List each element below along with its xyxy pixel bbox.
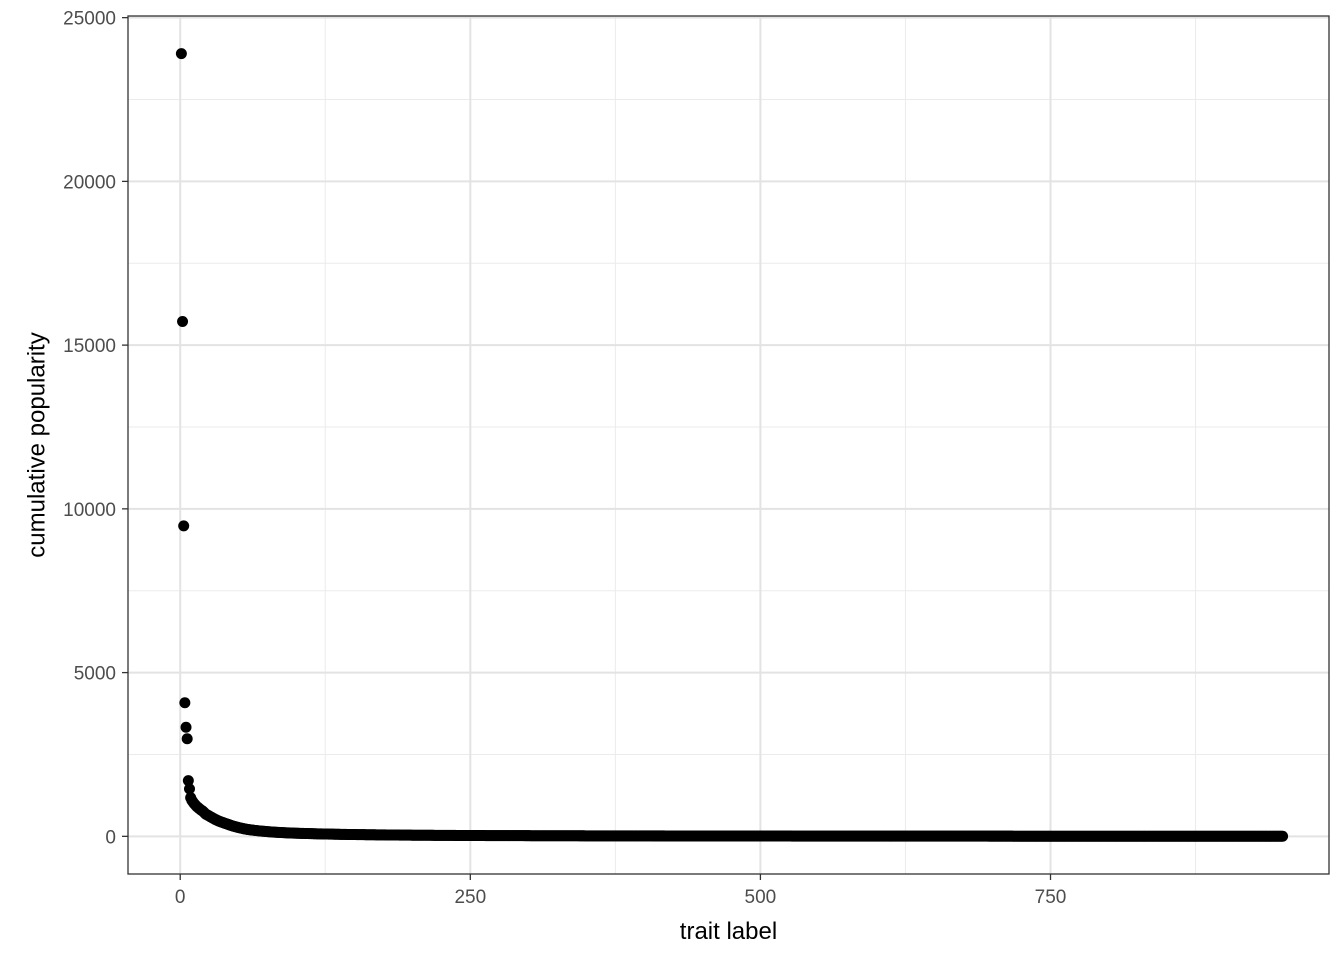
data-point xyxy=(179,697,191,709)
y-tick-label: 10000 xyxy=(63,500,116,521)
y-tick-label: 25000 xyxy=(63,9,116,30)
x-axis: 0 250 500 750 xyxy=(175,874,1066,908)
y-axis: 0 5000 10000 15000 20000 25000 xyxy=(63,9,128,848)
data-point xyxy=(181,733,193,745)
panel-border xyxy=(127,15,1330,875)
data-point xyxy=(175,48,187,60)
x-tick-label: 0 xyxy=(175,887,186,908)
y-tick-label: 0 xyxy=(105,827,116,848)
data-point xyxy=(1277,830,1289,842)
x-tick-label: 750 xyxy=(1035,887,1067,908)
data-point xyxy=(182,775,194,787)
x-axis-title: trait label xyxy=(680,918,777,945)
data-point xyxy=(184,783,196,795)
data-point xyxy=(178,520,190,532)
y-tick-label: 5000 xyxy=(74,664,116,685)
x-tick-label: 250 xyxy=(454,887,486,908)
y-tick-label: 20000 xyxy=(63,172,116,193)
data-point xyxy=(180,721,192,733)
data-points xyxy=(175,48,1289,842)
data-point xyxy=(186,794,198,806)
y-axis-title: cumulative popularity xyxy=(23,332,50,557)
minor-grid xyxy=(128,16,1329,874)
data-point xyxy=(177,316,189,328)
x-tick-label: 500 xyxy=(745,887,777,908)
y-tick-label: 15000 xyxy=(63,336,116,357)
